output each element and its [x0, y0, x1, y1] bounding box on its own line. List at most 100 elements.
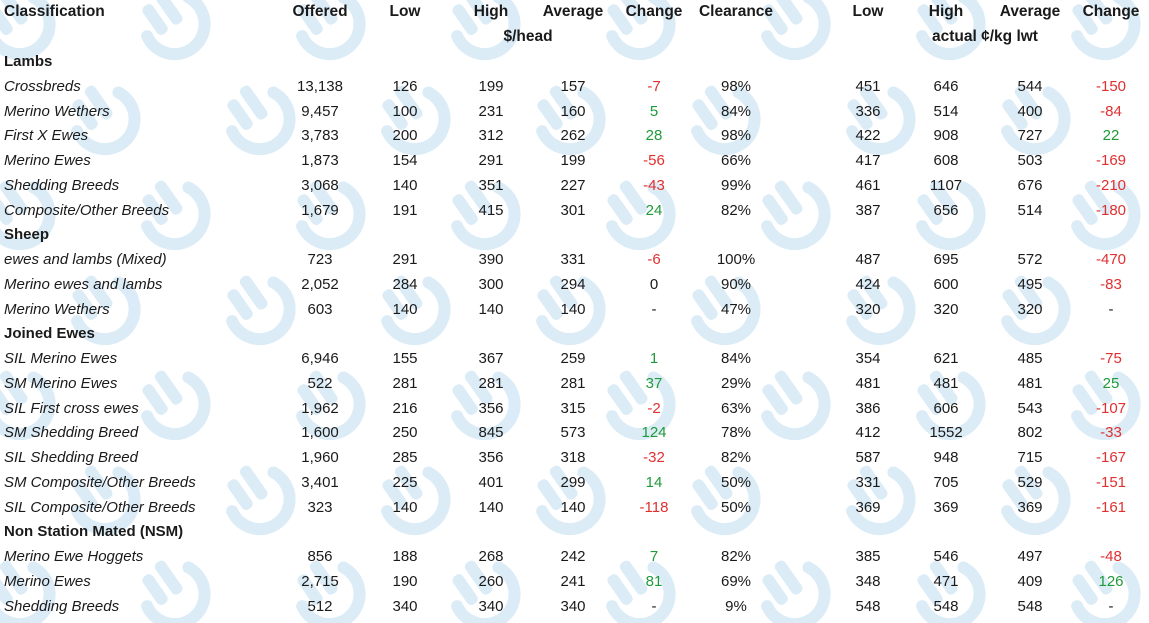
low-cell: 284 [392, 275, 418, 293]
table-row: Merino Ewes 1,873 154 291 199 -56 66% 417 608 503… [0, 149, 1149, 173]
change-cell: -56 [643, 152, 665, 169]
change-cell: 5 [649, 102, 659, 120]
clearance-cell: 78% [720, 424, 752, 442]
row-label: SM Composite/Other Breeds [4, 473, 196, 491]
row-label: First X Ewes [4, 127, 89, 145]
table-row: SIL Merino Ewes 6,946 155 367 259 1 84% 354 621 4… [0, 347, 1149, 371]
clearance-cell: 82% [720, 201, 752, 219]
change-cell: 28 [645, 127, 663, 145]
offered-cell: 603 [307, 300, 333, 318]
row-label: Shedding Breeds [4, 597, 120, 615]
change-cell: -6 [647, 251, 661, 268]
table-row: Shedding Breeds 3,068 140 351 227 -43 99% 461 11… [0, 174, 1149, 198]
high-cell: 199 [478, 77, 504, 95]
offered-cell: 522 [307, 374, 333, 392]
change-cell: -43 [643, 176, 665, 194]
high-cell: 312 [478, 127, 504, 145]
table-row: SIL First cross ewes 1,962 216 356 315 -2 63% 3… [0, 397, 1149, 421]
table-row: SM Composite/Other Breeds 3,401 225 401 299 1… [0, 471, 1149, 495]
table-row: Crossbreds 13,138 126 199 157 -7 98% 451 646 544 -… [0, 75, 1149, 99]
average-kg-cell: 497 [1017, 548, 1043, 565]
row-label: Merino Ewe Hoggets [4, 548, 144, 565]
offered-cell: 512 [307, 597, 333, 615]
high-kg-cell: 606 [933, 399, 959, 417]
offered-cell: 1,960 [301, 449, 339, 466]
average-cell: 199 [560, 152, 586, 169]
clearance-cell: 90% [720, 275, 752, 293]
clearance-cell: 98% [720, 77, 752, 95]
clearance-cell: 9% [725, 597, 747, 615]
low-kg-cell: 386 [855, 399, 881, 417]
change-kg-cell: -84 [1100, 102, 1122, 120]
low-cell: 291 [392, 251, 418, 268]
average-cell: 318 [560, 449, 586, 466]
unit-per-kg: actual ¢/kg lwt [932, 28, 1038, 45]
average-kg-cell: 481 [1017, 374, 1043, 392]
high-kg-cell: 471 [933, 572, 959, 590]
low-kg-cell: 417 [855, 152, 881, 169]
average-cell: 315 [560, 399, 586, 417]
row-label: SIL Shedding Breed [4, 449, 138, 466]
change-kg-cell: 126 [1098, 572, 1124, 590]
average-kg-cell: 544 [1017, 77, 1043, 95]
clearance-cell: 82% [720, 449, 752, 466]
high-kg-cell: 656 [933, 201, 959, 219]
header-high: High [473, 3, 509, 20]
low-kg-cell: 320 [855, 300, 881, 318]
high-kg-cell: 646 [933, 77, 959, 95]
change-cell: 37 [645, 374, 663, 392]
offered-cell: 856 [307, 548, 333, 565]
low-kg-cell: 354 [855, 350, 881, 367]
offered-cell: 3,783 [301, 127, 339, 145]
low-cell: 126 [392, 77, 418, 95]
high-cell: 281 [478, 374, 504, 392]
table-row: First X Ewes 3,783 200 312 262 28 98% 422 908 727… [0, 124, 1149, 148]
low-kg-cell: 587 [855, 449, 881, 466]
offered-cell: 3,401 [301, 473, 339, 491]
offered-cell: 2,715 [301, 572, 339, 590]
low-cell: 188 [392, 548, 418, 565]
high-cell: 356 [478, 399, 504, 417]
change-cell: 81 [645, 572, 663, 590]
clearance-cell: 100% [716, 251, 756, 268]
change-cell: - [651, 597, 657, 615]
low-kg-cell: 387 [855, 201, 881, 219]
low-kg-cell: 422 [855, 127, 881, 145]
row-label: Merino Ewes [4, 572, 91, 590]
high-kg-cell: 705 [933, 473, 959, 491]
low-kg-cell: 487 [855, 251, 881, 268]
average-cell: 340 [560, 597, 586, 615]
table-row: SIL Shedding Breed 1,960 285 356 318 -32 82% 58… [0, 446, 1149, 470]
section-label: Sheep [4, 226, 50, 244]
average-kg-cell: 503 [1017, 152, 1043, 169]
row-label: Merino Wethers [4, 102, 110, 120]
change-kg-cell: -167 [1095, 449, 1127, 466]
offered-cell: 9,457 [301, 102, 339, 120]
high-kg-cell: 369 [933, 498, 959, 516]
section-label: Lambs [4, 53, 53, 70]
row-label: SIL Composite/Other Breeds [4, 498, 196, 516]
header-low-kg: Low [852, 3, 884, 20]
table-row: Merino ewes and lambs 2,052 284 300 294 0 90% 4… [0, 273, 1149, 297]
low-cell: 140 [392, 176, 418, 194]
change-kg-cell: -107 [1095, 399, 1127, 417]
header-average-kg: Average [999, 3, 1061, 20]
clearance-cell: 50% [720, 498, 752, 516]
high-kg-cell: 481 [933, 374, 959, 392]
offered-cell: 1,962 [301, 399, 339, 417]
low-kg-cell: 481 [855, 374, 881, 392]
offered-cell: 323 [307, 498, 333, 516]
change-cell: -2 [647, 399, 661, 417]
low-kg-cell: 331 [855, 473, 881, 491]
offered-cell: 6,946 [301, 350, 339, 367]
table-header-row: Classification Offered Low High Average … [0, 0, 1149, 24]
section-row: Lambs [0, 50, 1149, 74]
average-kg-cell: 514 [1017, 201, 1043, 219]
change-cell: 1 [649, 350, 659, 367]
average-cell: 299 [560, 473, 586, 491]
high-cell: 300 [478, 275, 504, 293]
low-kg-cell: 451 [855, 77, 881, 95]
low-cell: 281 [392, 374, 418, 392]
low-cell: 285 [392, 449, 418, 466]
high-kg-cell: 695 [933, 251, 959, 268]
